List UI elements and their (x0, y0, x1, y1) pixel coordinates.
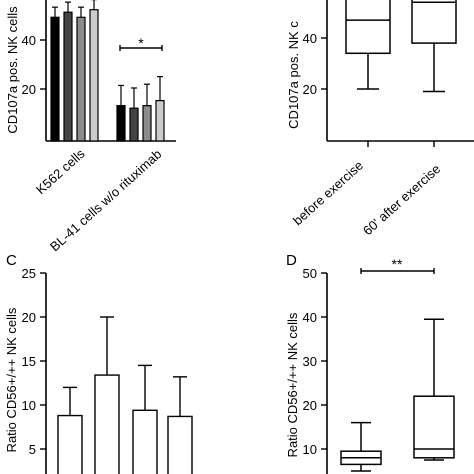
panel-c-ytick-label-20: 20 (22, 310, 36, 325)
panel-a-y-label: CD107a pos. NK cells (5, 6, 20, 134)
panel-c-bar-2 (132, 409, 158, 474)
panel-d-sig-stars: ** (392, 256, 403, 272)
panel-d-ytick-label-40: 40 (303, 310, 317, 325)
panel-d-box-chart: D Ratio CD56+/++ NK cells 10 20 30 40 50 ** (285, 252, 455, 474)
panel-c-letter: C (6, 252, 17, 269)
panel-b-xtick-label-before: before exercise (290, 158, 366, 229)
panel-a-bar-g0-s0 (50, 16, 60, 142)
panel-a-bar-g1-s2 (142, 105, 152, 142)
panel-d-letter: D (286, 252, 297, 269)
panel-a-bar-g0-s3 (89, 9, 99, 142)
panel-d-box-1 (413, 395, 455, 459)
panel-c-bar-1 (94, 374, 120, 474)
panel-b-y-label: CD107a pos. NK c (286, 21, 301, 129)
panel-c-y-label: Ratio CD56+/++ NK cells (4, 307, 19, 452)
panel-c-ytick-label-25: 25 (22, 266, 36, 281)
panel-b-ytick-label-20: 20 (303, 82, 317, 97)
panel-a-bar-g0-s2 (76, 16, 86, 142)
panel-a-bar-g1-s1 (129, 107, 139, 142)
panel-a-bar-g1-s0 (116, 105, 126, 142)
panel-c-bar-0 (57, 414, 83, 474)
panel-b-box-1 (411, 0, 457, 44)
panel-b-box-0 (345, 0, 391, 55)
panel-a-sig-star: * (138, 35, 144, 51)
panel-c-ytick-label-10: 10 (22, 398, 36, 413)
panel-c-ytick-label-15: 15 (22, 354, 36, 369)
panel-b-xtick-label-after: 60' after exercise (360, 161, 443, 238)
panel-b-box-chart: CD107a pos. NK c 40 20 before exercise 6… (286, 0, 474, 238)
panel-a-xtick-label-k562: K562 cells (33, 146, 88, 198)
panel-a-bar-chart: CD107a pos. NK cells 40 20 * K562 cells … (5, 0, 176, 254)
panel-d-ytick-label-20: 20 (303, 398, 317, 413)
panel-b-ytick-label-40: 40 (303, 31, 317, 46)
panel-d-ytick-label-30: 30 (303, 354, 317, 369)
panel-c-ytick-label-5: 5 (29, 442, 36, 457)
panel-c-bar-chart: C Ratio CD56+/++ NK cells 5 10 15 20 25 (4, 252, 193, 474)
panel-a-bar-g0-s1 (63, 11, 73, 142)
panel-d-y-label: Ratio CD56+/++ NK cells (285, 312, 300, 457)
panel-c-bar-3 (167, 415, 193, 474)
panel-d-ytick-label-10: 10 (303, 442, 317, 457)
panel-a-bar-g1-s3 (155, 99, 165, 142)
panel-a-ytick-label-40: 40 (22, 33, 36, 48)
panel-d-ytick-label-50: 50 (303, 266, 317, 281)
panel-a-ytick-label-20: 20 (22, 82, 36, 97)
